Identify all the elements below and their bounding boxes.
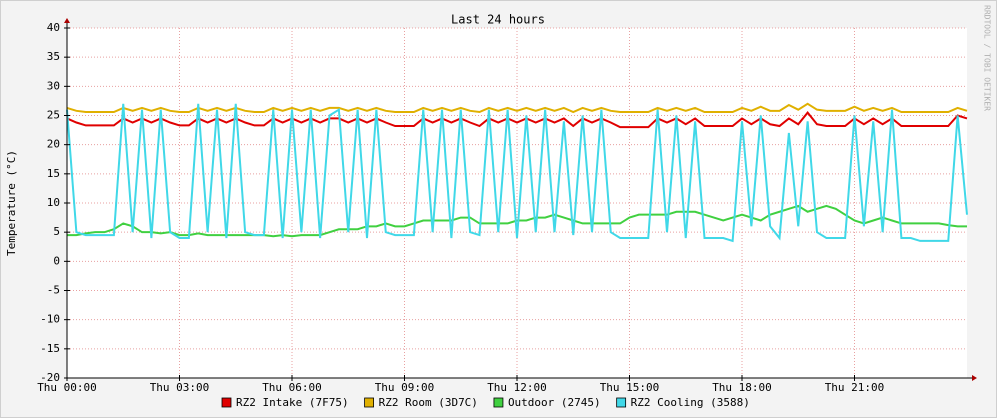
y-tick-label: 40 — [47, 21, 60, 34]
legend-swatch — [221, 397, 232, 408]
legend-label: RZ2 Room (3D7C) — [379, 396, 478, 409]
y-tick-label: -5 — [47, 284, 60, 297]
series-line — [66, 103, 968, 243]
legend-label: RZ2 Intake (7F75) — [236, 396, 349, 409]
series-line — [67, 204, 967, 238]
y-tick-label: 20 — [47, 138, 60, 151]
y-arrow — [64, 18, 70, 23]
y-tick-label: 15 — [47, 167, 60, 180]
y-axis-label: Temperature (°C) — [5, 150, 18, 256]
x-tick-label: Thu 12:00 — [487, 381, 547, 394]
y-tick-label: 25 — [47, 109, 60, 122]
x-tick-label: Thu 03:00 — [150, 381, 210, 394]
lines — [66, 102, 968, 243]
legend-swatch — [364, 397, 374, 408]
axes: -20 -15 -10 -5 0 5 10 15 20 25 30 35 40 Thu 00:00 Thu … — [37, 18, 977, 394]
x-tick-label: Thu 21:00 — [825, 381, 885, 394]
y-tick-label: 10 — [47, 196, 60, 209]
chart-title: Last 24 hours — [451, 13, 545, 27]
y-tick-label: -10 — [40, 313, 60, 326]
x-tick-label: Thu 06:00 — [262, 381, 322, 394]
y-tick-label: -20 — [40, 371, 60, 384]
x-tick-label: Thu 15:00 — [600, 381, 660, 394]
x-tick-label: Thu 18:00 — [712, 381, 772, 394]
watermark: RRDTOOL / TOBI OETIKER — [983, 5, 992, 111]
x-arrow — [972, 375, 977, 381]
y-tick-label: 30 — [47, 79, 60, 92]
x-tick-label: Thu 09:00 — [375, 381, 435, 394]
legend: RZ2 Intake (7F75) RZ2 Room (3D7C) Outdoor … — [221, 396, 750, 409]
legend-swatch — [493, 397, 504, 408]
series-line — [66, 102, 968, 114]
legend-label: Outdoor (2745) — [508, 396, 601, 409]
y-tick-label: 35 — [47, 50, 60, 63]
x-tick-label: Thu 00:00 — [37, 381, 97, 394]
y-tick-label: -15 — [40, 342, 60, 355]
grid — [66, 27, 967, 379]
legend-label: RZ2 Cooling (3588) — [631, 396, 750, 409]
legend-swatch — [616, 397, 627, 408]
y-tick-label: 0 — [53, 254, 60, 267]
y-tick-label: 5 — [53, 225, 60, 238]
